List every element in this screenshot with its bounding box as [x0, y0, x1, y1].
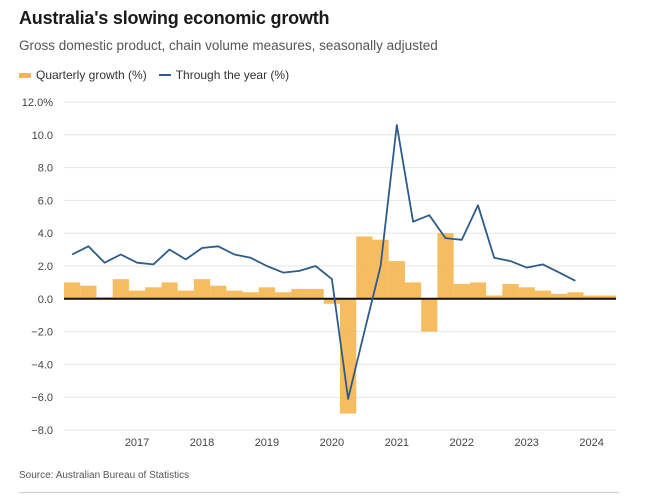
- quarterly-growth-bar: [210, 285, 227, 299]
- x-tick-label: 2017: [125, 437, 149, 449]
- bottom-divider: [19, 492, 619, 493]
- quarterly-growth-bar: [388, 261, 405, 299]
- quarterly-growth-bar: [226, 290, 243, 299]
- quarterly-growth-bar: [275, 292, 292, 299]
- quarterly-growth-bar: [486, 295, 503, 299]
- x-tick-label: 2018: [190, 437, 214, 449]
- x-tick-label: 2021: [385, 437, 409, 449]
- legend-label-through-year: Through the year (%): [175, 68, 290, 82]
- x-tick-label: 2023: [514, 437, 538, 449]
- label-layer: 12.0% 10.0 8.0 6.0 4.0 2.0 0.0 −2.0 −4.0 −6.0 −8.0…: [22, 97, 604, 449]
- quarterly-growth-bar: [356, 236, 373, 299]
- quarterly-growth-bar: [469, 282, 487, 299]
- gdp-chart: 12.0% 10.0 8.0 6.0 4.0 2.0 0.0 −2.0 −4.0 −6.0 −8.0…: [22, 97, 616, 449]
- y-tick-label: 0.0: [38, 294, 53, 306]
- y-tick-label: −4.0: [31, 359, 53, 371]
- y-tick-label: 8.0: [38, 163, 53, 175]
- quarterly-growth-bar: [112, 279, 129, 299]
- legend-swatch-line: [158, 74, 171, 76]
- quarterly-growth-bar: [128, 290, 146, 299]
- quarterly-growth-bar: [64, 282, 81, 299]
- legend-item-through-year: Through the year (%): [158, 68, 290, 82]
- quarterly-growth-bar: [502, 284, 519, 299]
- quarterly-growth-bar: [599, 295, 616, 299]
- quarterly-growth-bar: [323, 298, 340, 304]
- y-tick-label: −2.0: [31, 327, 53, 339]
- quarterly-growth-bar: [567, 292, 584, 299]
- quarterly-growth-bar: [307, 288, 324, 299]
- line-layer: [71, 124, 576, 400]
- y-tick-label: 6.0: [38, 195, 53, 207]
- y-tick-label: −6.0: [31, 392, 53, 404]
- quarterly-growth-bar: [551, 293, 568, 299]
- quarterly-growth-bar: [404, 282, 422, 299]
- legend-label-quarterly: Quarterly growth (%): [36, 68, 147, 82]
- y-tick-label: 10.0: [32, 130, 53, 142]
- quarterly-growth-bar: [177, 290, 194, 299]
- quarterly-growth-bar: [242, 292, 259, 299]
- quarterly-growth-bar: [583, 295, 600, 299]
- quarterly-growth-bar: [145, 287, 162, 299]
- legend-swatch-bar: [19, 72, 31, 78]
- through-the-year-line: [71, 124, 576, 400]
- legend-item-quarterly: Quarterly growth (%): [19, 68, 147, 82]
- quarterly-growth-bar: [421, 298, 438, 332]
- x-tick-label: 2022: [450, 437, 474, 449]
- quarterly-growth-bar: [161, 282, 178, 299]
- source-note: Source: Australian Bureau of Statistics: [19, 470, 190, 481]
- x-tick-label: 2024: [579, 437, 603, 449]
- quarterly-growth-bar: [258, 287, 276, 299]
- quarterly-growth-bar: [437, 233, 454, 299]
- x-tick-label: 2020: [320, 437, 344, 449]
- quarterly-growth-bar: [518, 287, 535, 299]
- quarterly-growth-bar: [534, 290, 552, 299]
- quarterly-growth-bar: [453, 284, 470, 299]
- quarterly-growth-bar: [193, 279, 211, 299]
- chart-subtitle: Gross domestic product, chain volume mea…: [19, 38, 438, 53]
- quarterly-growth-bar: [291, 288, 308, 299]
- y-tick-label: 12.0%: [22, 97, 53, 109]
- y-tick-label: −8.0: [31, 425, 53, 437]
- chart-legend: Quarterly growth (%) Through the year (%…: [19, 68, 301, 82]
- y-tick-label: 4.0: [38, 228, 53, 240]
- chart-title: Australia's slowing economic growth: [19, 8, 330, 28]
- quarterly-growth-bar: [80, 285, 97, 299]
- bar-layer: [64, 233, 616, 414]
- y-tick-label: 2.0: [38, 261, 53, 273]
- x-tick-label: 2019: [255, 437, 279, 449]
